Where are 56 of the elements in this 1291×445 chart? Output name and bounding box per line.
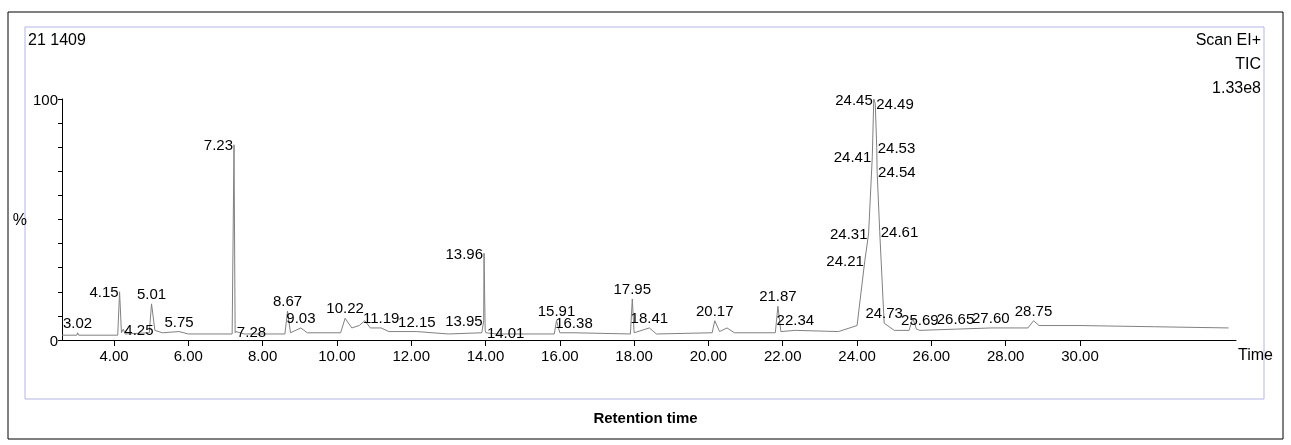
x-tick-label: 28.00 <box>986 347 1025 364</box>
annotation: 24.49 <box>876 95 914 113</box>
annotation: 4.25 <box>124 320 154 338</box>
y-tick-label: 100 <box>32 90 58 108</box>
annotation: 28.75 <box>1014 301 1053 319</box>
annotation: 20.17 <box>695 301 734 319</box>
annotation: 24.73 <box>865 304 903 322</box>
y-tick-label: 0 <box>49 331 58 349</box>
annotation: 24.45 <box>835 90 873 108</box>
x-tick-label: 6.00 <box>173 347 203 364</box>
annotation: 24.21 <box>826 251 864 269</box>
x-tick-label: 26.00 <box>912 347 951 364</box>
annotation: 18.41 <box>630 308 669 326</box>
annotation: 24.53 <box>877 138 916 156</box>
x-tick-label: 14.00 <box>466 347 505 364</box>
annotation: 10.22 <box>326 299 364 317</box>
annotation: 13.95 <box>445 312 483 330</box>
annotation: 5.01 <box>136 284 167 302</box>
annotation: 25.69 <box>901 311 939 329</box>
x-tick-label: 18.00 <box>615 347 653 364</box>
annotation: 24.41 <box>833 148 872 166</box>
y-axis-title: % <box>12 211 28 228</box>
annotation: 7.23 <box>203 136 234 154</box>
annotation: 4.15 <box>89 283 119 301</box>
annotation: 22.34 <box>776 311 815 329</box>
annotation: 24.31 <box>830 225 868 243</box>
x-axis-title: Time <box>1238 345 1274 363</box>
annotation: 21.87 <box>759 287 797 305</box>
annotation: 8.67 <box>272 292 303 310</box>
x-tick-label: 10.00 <box>318 347 356 364</box>
annotation: 17.95 <box>613 280 652 298</box>
x-tick-label: 4.00 <box>99 347 129 364</box>
text: 1.33e8 <box>1212 78 1262 96</box>
text: 21 1409 <box>28 30 86 48</box>
x-tick-label: 24.00 <box>838 347 876 364</box>
annotation: 26.65 <box>936 310 975 328</box>
x-tick-label: 22.00 <box>763 347 802 364</box>
annotation: 5.75 <box>164 312 194 330</box>
annotation: 24.54 <box>878 162 916 180</box>
x-tick-label: 12.00 <box>392 347 430 364</box>
annotation: 13.96 <box>445 244 484 262</box>
text: TIC <box>1235 54 1262 72</box>
text: Scan EI+ <box>1195 30 1261 48</box>
annotation: 24.61 <box>880 223 919 241</box>
annotation: 9.03 <box>286 308 316 326</box>
x-tick-label: 8.00 <box>248 347 278 364</box>
annotation: 7.28 <box>236 323 267 341</box>
x-tick-label: 16.00 <box>541 347 579 364</box>
annotation: 11.19 <box>362 308 400 326</box>
x-tick-label: 30.00 <box>1061 347 1099 364</box>
annotation: 27.60 <box>972 308 1010 326</box>
annotation: 3.02 <box>63 313 93 331</box>
text: Retention time <box>593 409 698 426</box>
annotation: 12.15 <box>398 312 436 330</box>
x-tick-label: 20.00 <box>689 347 728 364</box>
annotation: 14.01 <box>486 324 525 342</box>
